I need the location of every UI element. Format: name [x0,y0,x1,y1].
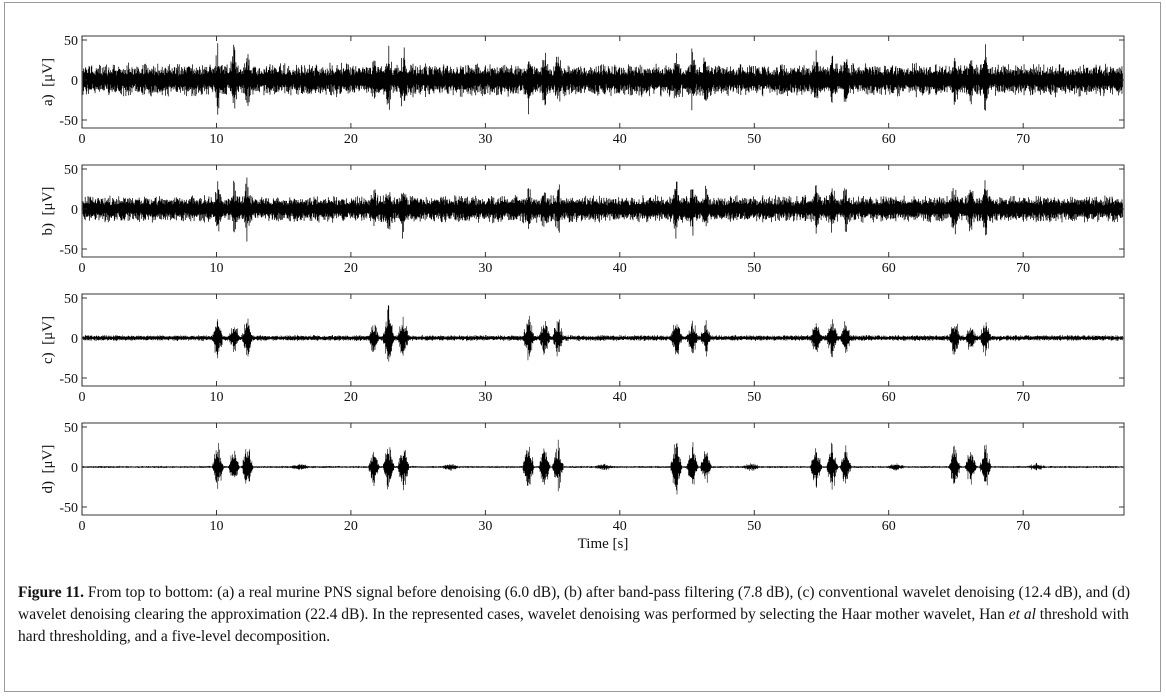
caption-body: From top to bottom: (a) a real murine PN… [18,584,1130,645]
x-tick-label: 0 [79,519,86,534]
y-tick-label: -50 [59,372,78,387]
x-tick-label: 10 [209,261,223,276]
x-tick-label: 40 [613,390,627,405]
x-tick-label: 60 [882,261,896,276]
y-tick-label: -50 [59,501,78,516]
x-tick-label: 30 [478,132,492,147]
x-tick-label: 20 [344,519,358,534]
x-tick-label: 60 [882,390,896,405]
x-tick-label: 60 [882,132,896,147]
y-tick-label: 0 [71,461,78,476]
x-tick-label: 40 [613,132,627,147]
x-tick-label: 40 [613,261,627,276]
x-tick-label: 30 [478,261,492,276]
panel-label: c) [μV] [40,316,56,364]
axes-box [81,35,1125,129]
axes-box [81,164,1125,258]
caption-italic-text: et al [1008,606,1036,623]
caption-text: threshold with hard thresholding, and a … [18,606,1129,645]
figure-label: Figure 11. [18,584,85,601]
x-tick-label: 20 [344,132,358,147]
x-tick-label: 10 [209,519,223,534]
x-tick-label: 70 [1016,390,1030,405]
x-tick-label: 30 [478,390,492,405]
x-tick-label: 50 [747,132,761,147]
y-tick-label: 0 [71,74,78,89]
x-tick-label: 0 [79,261,86,276]
x-tick-label: 20 [344,261,358,276]
x-tick-label: 70 [1016,261,1030,276]
panel-label: a) [μV] [40,58,56,106]
y-tick-label: 50 [64,292,78,307]
axes-box [81,293,1125,387]
signal-trace [82,43,1123,115]
signal-trace [82,305,1123,362]
x-tick-label: 50 [747,519,761,534]
y-tick-label: 50 [64,34,78,49]
x-tick-label: 70 [1016,519,1030,534]
x-tick-label: 30 [478,519,492,534]
y-tick-label: -50 [59,243,78,258]
x-tick-label: 20 [344,390,358,405]
axes-box [81,422,1125,516]
x-tick-label: 60 [882,519,896,534]
caption-text: From top to bottom: (a) a real murine PN… [18,584,1131,623]
panel-label: b) [μV] [40,187,56,236]
y-tick-label: -50 [59,114,78,129]
x-axis-label: Time [s] [578,536,629,552]
x-tick-label: 0 [79,390,86,405]
x-tick-label: 50 [747,261,761,276]
x-tick-label: 70 [1016,132,1030,147]
x-tick-label: 0 [79,132,86,147]
y-tick-label: 0 [71,203,78,218]
figure-caption: Figure 11. From top to bottom: (a) a rea… [18,582,1146,648]
signal-trace [82,177,1123,242]
x-tick-label: 10 [209,390,223,405]
x-tick-label: 10 [209,132,223,147]
y-tick-label: 0 [71,332,78,347]
y-tick-label: 50 [64,421,78,436]
y-tick-label: 50 [64,163,78,178]
x-tick-label: 50 [747,390,761,405]
x-tick-label: 40 [613,519,627,534]
panel-label: d) [μV] [40,445,56,494]
figure-frame [4,2,1161,692]
